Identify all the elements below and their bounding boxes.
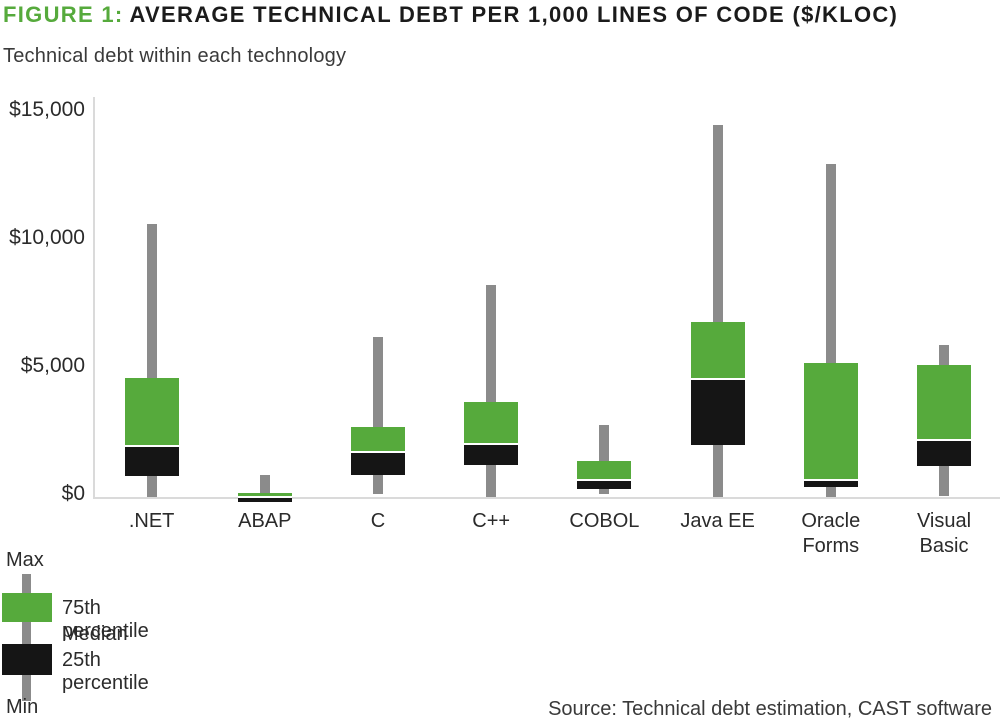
whisker-oracle-forms bbox=[825, 164, 836, 497]
legend-item-median: Median bbox=[62, 623, 128, 645]
y-axis-line bbox=[93, 97, 95, 499]
x-axis-label-abap: ABAP bbox=[238, 510, 292, 532]
plot-area: .NET ABAP C C++ COBOL Java EE Oracle Forms Visu… bbox=[124, 125, 972, 557]
median-line-visual-basic bbox=[917, 438, 971, 441]
x-axis-label-c: C++ bbox=[472, 510, 511, 532]
x-axis-label-visual-basic: Visual Basic bbox=[916, 510, 972, 557]
figure-title: FIGURE 1: AVERAGE TECHNICAL DEBT PER 1,00… bbox=[3, 2, 898, 28]
lower-quartile-box-oracle-forms bbox=[803, 480, 858, 487]
lower-quartile-box-net bbox=[124, 447, 179, 477]
lower-quartile-box-cobol bbox=[577, 480, 632, 490]
median-line-java-ee bbox=[690, 378, 745, 381]
lower-quartile-box-java-ee bbox=[690, 380, 745, 446]
x-axis-label-net: .NET bbox=[128, 510, 175, 532]
upper-quartile-box-java-ee bbox=[690, 321, 745, 379]
x-axis-line bbox=[93, 497, 1000, 499]
upper-quartile-box-oracle-forms bbox=[803, 362, 858, 479]
upper-quartile-box-visual-basic bbox=[917, 365, 971, 439]
legend-max-label: Max bbox=[6, 549, 44, 571]
median-line-c bbox=[464, 442, 519, 445]
y-axis-tick-15000: $15,000 bbox=[9, 98, 85, 121]
figure-title-text: AVERAGE TECHNICAL DEBT PER 1,000 LINES O… bbox=[129, 2, 899, 27]
whisker-java-ee bbox=[712, 125, 723, 497]
whisker-cobol bbox=[599, 424, 610, 495]
whisker-c bbox=[486, 285, 497, 497]
y-axis-tick-0: $0 bbox=[61, 482, 85, 505]
x-axis-label-c: C bbox=[370, 510, 386, 532]
legend-min-label: Min bbox=[6, 696, 39, 718]
x-axis-label-oracle-forms: Oracle Forms bbox=[801, 510, 861, 557]
median-line-abap bbox=[237, 495, 292, 498]
median-line-net bbox=[124, 445, 179, 448]
lower-quartile-box-c bbox=[464, 444, 519, 465]
upper-quartile-box-c bbox=[464, 401, 519, 443]
lower-quartile-box-visual-basic bbox=[917, 440, 971, 467]
legend-item-25th-percentile: 25th percentile bbox=[62, 649, 149, 694]
median-line-c bbox=[351, 450, 405, 453]
figure-number-label: FIGURE 1: bbox=[3, 2, 124, 27]
y-axis-tick-5000: $5,000 bbox=[20, 354, 85, 377]
legend-75th-percentile-swatch bbox=[2, 593, 52, 622]
whisker-net bbox=[146, 223, 157, 497]
whisker-abap bbox=[259, 475, 270, 497]
lower-quartile-box-c bbox=[351, 452, 405, 476]
whisker-c bbox=[373, 337, 383, 495]
source-attribution: Source: Technical debt estimation, CAST … bbox=[548, 698, 992, 720]
upper-quartile-box-cobol bbox=[577, 460, 632, 479]
y-axis-tick-10000: $10,000 bbox=[9, 226, 85, 249]
box-plot-chart: $15,000 $10,000 $5,000 $0 .NET ABAP C C++ CO… bbox=[9, 97, 1000, 557]
median-line-oracle-forms bbox=[803, 478, 858, 481]
legend-25th-percentile-swatch bbox=[2, 644, 52, 675]
x-axis-label-cobol: COBOL bbox=[569, 510, 640, 532]
legend-whisker-bar bbox=[22, 574, 31, 701]
legend-item-75th-percentile: 75th percentile bbox=[62, 597, 149, 642]
median-line-cobol bbox=[577, 478, 632, 481]
x-axis-label-java-ee: Java EE bbox=[680, 510, 755, 532]
upper-quartile-box-abap bbox=[237, 492, 292, 496]
lower-quartile-box-abap bbox=[237, 497, 292, 502]
upper-quartile-box-c bbox=[351, 427, 405, 451]
chart-subtitle: Technical debt within each technology bbox=[3, 45, 347, 67]
upper-quartile-box-net bbox=[124, 378, 179, 446]
